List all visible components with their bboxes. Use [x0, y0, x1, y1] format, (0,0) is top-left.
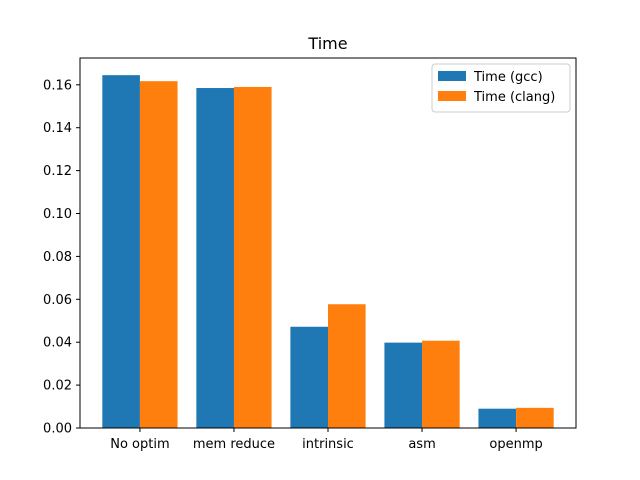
x-tick-label: intrinsic [302, 437, 354, 452]
bar-clang [328, 304, 366, 428]
y-tick-label: 0.04 [43, 336, 72, 351]
chart-title: Time [307, 34, 347, 53]
bar-clang [516, 407, 554, 428]
x-tick-label: openmp [489, 437, 542, 452]
y-tick-label: 0.02 [43, 379, 72, 394]
bar-gcc [102, 75, 140, 428]
legend-label: Time (clang) [473, 90, 555, 105]
y-tick-label: 0.16 [43, 78, 72, 93]
bar-clang [233, 86, 272, 429]
legend-box [431, 63, 571, 113]
bars-group [102, 75, 554, 429]
bar-clang [422, 340, 460, 428]
y-axis: 0.00 0.02 0.04 0.06 0.08 0.10 0.12 0.14 0.16 [43, 78, 80, 437]
bar-gcc [196, 88, 234, 428]
legend: Time (gcc) Time (clang) [431, 63, 571, 113]
x-tick-label: No optim [110, 437, 169, 452]
bar-gcc [478, 408, 517, 428]
bar-clang [139, 81, 178, 428]
bar-gcc [384, 342, 423, 428]
legend-swatch [438, 91, 466, 101]
bar-gcc [290, 326, 328, 428]
legend-label: Time (gcc) [473, 70, 543, 85]
x-tick-label: asm [408, 437, 435, 452]
y-tick-label: 0.08 [43, 250, 72, 265]
y-tick-label: 0.10 [43, 207, 72, 222]
y-tick-label: 0.14 [43, 121, 72, 136]
legend-swatch [438, 71, 466, 81]
y-tick-label: 0.00 [43, 422, 72, 437]
x-axis: No optim mem reduce intrinsic asm openmp [110, 428, 543, 452]
x-tick-label: mem reduce [193, 437, 275, 452]
plot-frame [79, 57, 577, 429]
y-tick-label: 0.06 [43, 293, 72, 308]
y-tick-label: 0.12 [43, 164, 72, 179]
